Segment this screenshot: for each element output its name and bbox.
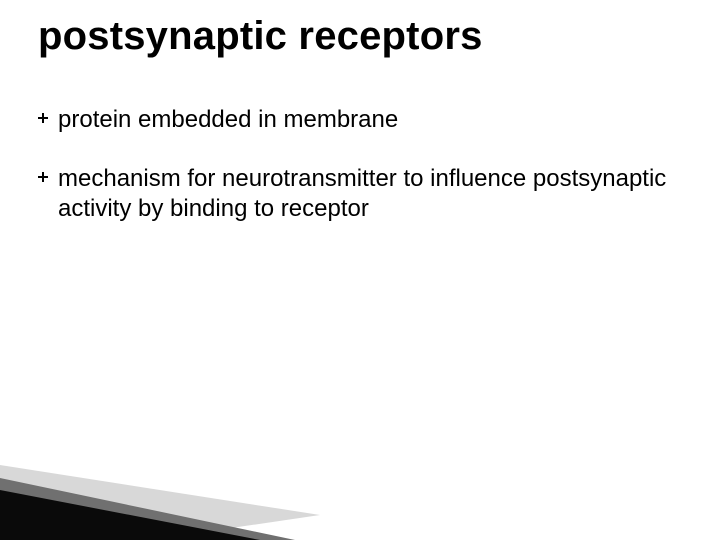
bullet-marker-icon (38, 105, 58, 123)
slide-body: protein embedded in membrane mechanism f… (38, 105, 670, 253)
corner-decoration-icon (0, 435, 340, 540)
bullet-item: protein embedded in membrane (38, 105, 670, 136)
slide: postsynaptic receptors protein embedded … (0, 0, 720, 540)
wedge-light (0, 465, 320, 540)
bullet-text: protein embedded in membrane (58, 105, 398, 136)
wedge-dark (0, 490, 260, 540)
bullet-item: mechanism for neurotransmitter to influe… (38, 164, 670, 225)
bullet-text: mechanism for neurotransmitter to influe… (58, 164, 670, 225)
bullet-marker-icon (38, 164, 58, 182)
wedge-mid (0, 478, 295, 540)
slide-title: postsynaptic receptors (38, 14, 680, 58)
